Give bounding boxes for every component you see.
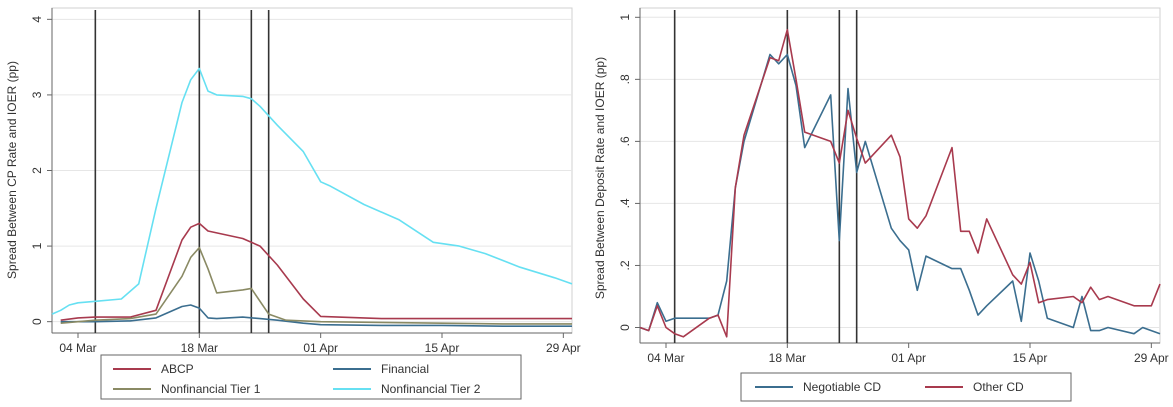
x-tick-label: 01 Apr bbox=[303, 341, 338, 355]
y-tick-label: .2 bbox=[618, 260, 632, 270]
legend: Negotiable CD Other CD bbox=[755, 380, 1024, 394]
y-tick-label: .6 bbox=[618, 136, 632, 146]
axes: 0 .2 .4 .6 .8 1 04 Mar 18 Mar 01 Apr 15 Apr 29 Apr bbox=[618, 8, 1169, 365]
y-tick-label: 0 bbox=[618, 324, 632, 331]
legend-label: Financial bbox=[381, 362, 429, 376]
y-tick-label: .8 bbox=[618, 74, 632, 84]
y-tick-label: 2 bbox=[30, 167, 44, 174]
y-tick-label: 1 bbox=[30, 242, 44, 249]
series-line-financial bbox=[60, 304, 572, 328]
gridlines bbox=[52, 18, 572, 323]
series-line-other-cd bbox=[639, 28, 1161, 338]
legend-box bbox=[100, 354, 522, 400]
chart-deposit-spread: 0 .2 .4 .6 .8 1 04 Mar 18 Mar 01 Apr 15 Apr 29 Apr… bbox=[593, 7, 1169, 402]
x-tick-label: 04 Mar bbox=[59, 341, 96, 355]
legend-label: Other CD bbox=[973, 380, 1024, 394]
y-tick-label: 4 bbox=[30, 16, 44, 23]
event-lines bbox=[94, 10, 270, 333]
legend-label: ABCP bbox=[161, 362, 194, 376]
x-tick-label: 15 Apr bbox=[425, 341, 460, 355]
legend-label: Nonfinancial Tier 1 bbox=[161, 382, 261, 396]
x-tick-label: 29 Apr bbox=[1134, 351, 1169, 365]
series-line-negotiable-cd bbox=[639, 53, 1161, 335]
chart-cp-spread: 0 1 2 3 4 04 Mar 18 Mar 01 Apr 15 Apr 29 Apr Spre… bbox=[5, 7, 581, 400]
y-tick-label: 3 bbox=[30, 91, 44, 98]
series-line-abcp bbox=[60, 222, 572, 321]
x-tick-label: 18 Mar bbox=[181, 341, 218, 355]
y-tick-label: .4 bbox=[618, 198, 632, 208]
y-axis-label: Spread Between CP Rate and IOER (pp) bbox=[5, 61, 19, 279]
x-tick-label: 15 Apr bbox=[1013, 351, 1048, 365]
x-tick-label: 29 Apr bbox=[546, 341, 581, 355]
legend-label: Nonfinancial Tier 2 bbox=[381, 382, 481, 396]
legend: ABCP Financial Nonfinancial Tier 1 Nonfinan… bbox=[113, 362, 481, 396]
x-tick-label: 01 Apr bbox=[891, 351, 926, 365]
x-tick-label: 04 Mar bbox=[647, 351, 684, 365]
series-lines bbox=[639, 28, 1161, 338]
legend-box bbox=[740, 372, 1072, 402]
y-tick-label: 1 bbox=[618, 14, 632, 21]
y-tick-label: 0 bbox=[30, 318, 44, 325]
plot-area bbox=[639, 7, 1161, 344]
y-axis-label: Spread Between Deposit Rate and IOER (pp… bbox=[593, 57, 607, 299]
series-lines bbox=[51, 67, 573, 328]
axes: 0 1 2 3 4 04 Mar 18 Mar 01 Apr 15 Apr 29 Apr bbox=[30, 8, 581, 355]
legend-label: Negotiable CD bbox=[803, 380, 881, 394]
x-tick-label: 18 Mar bbox=[769, 351, 806, 365]
event-lines bbox=[673, 10, 858, 343]
series-line-nonfinancial-tier-2 bbox=[51, 67, 573, 315]
series-line-nonfinancial-tier-1 bbox=[60, 246, 572, 325]
